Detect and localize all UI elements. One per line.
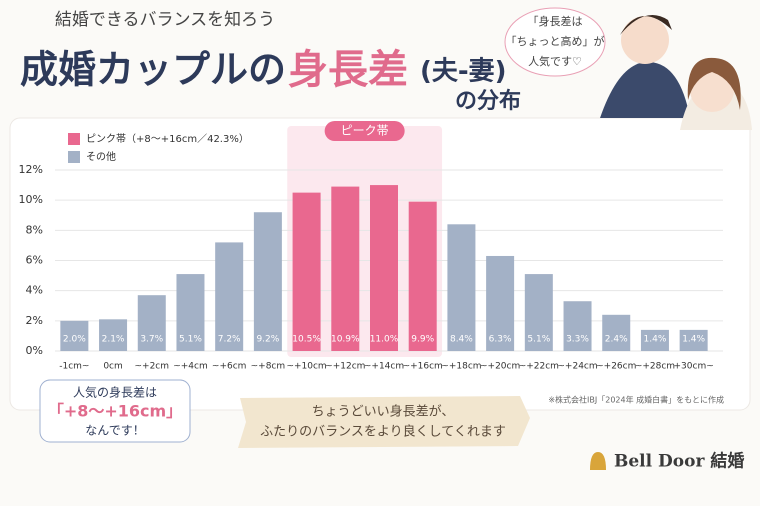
bar: [99, 319, 128, 351]
y-tick-label: 0%: [26, 344, 43, 357]
x-tick-label: ~+24cm: [557, 362, 597, 372]
y-tick-label: 2%: [26, 314, 43, 327]
callout-line: 人気の身長差は: [73, 385, 157, 400]
logo-text: Bell Door 結婚: [614, 451, 744, 472]
title-end: の分布: [455, 88, 521, 114]
x-tick-label: ~+12cm: [325, 362, 365, 372]
callout-box: [39, 379, 191, 443]
banner-line: ふたりのバランスをより良くしてくれます: [260, 424, 506, 440]
value-label: 5.1%: [179, 335, 202, 345]
peak-band: [287, 126, 443, 357]
x-tick-label: ~+6cm: [212, 362, 247, 372]
bar: [215, 242, 244, 351]
title: 成婚カップルの: [20, 48, 286, 92]
callout-accent: 「+8〜+16cm」: [48, 402, 182, 421]
bar: [176, 274, 205, 351]
peak-label: ピーク帯: [341, 124, 389, 138]
x-tick-label: +30cm~: [674, 362, 714, 372]
value-label: 2.0%: [63, 335, 86, 345]
man-suit: [600, 61, 690, 118]
value-label: 8.4%: [450, 335, 473, 345]
woman-face: [690, 68, 734, 112]
value-label: 10.5%: [292, 335, 321, 345]
legend-swatch: [68, 133, 80, 145]
x-tick-label: ~+10cm: [286, 362, 326, 372]
couple-illustration: [600, 15, 752, 130]
bar: [640, 329, 669, 351]
speech-bubble: 「身長差は 「ちょっと高め」が 人気です♡: [504, 7, 606, 77]
source: ※株式会社IBJ「2024年 成婚白書」をもとに作成: [548, 395, 724, 405]
x-tick-label: ~+16cm: [403, 362, 443, 372]
value-label: 9.9%: [411, 335, 434, 345]
bubble-line: 「ちょっと高め」が: [506, 34, 605, 48]
x-tick-label: ~+28cm: [635, 362, 675, 372]
callout-line: なんです！: [85, 424, 144, 438]
x-tick-label: ~+26cm: [596, 362, 636, 372]
man-hair: [620, 15, 672, 35]
x-tick-label: ~+4cm: [173, 362, 208, 372]
bar: [370, 185, 398, 351]
value-label: 2.1%: [102, 335, 125, 345]
bar: [524, 274, 553, 351]
title-paren: (夫-妻): [420, 57, 507, 87]
bar: [486, 255, 515, 351]
x-tick-label: ~+22cm: [519, 362, 559, 372]
value-label: 9.2%: [256, 335, 279, 345]
bar: [408, 201, 437, 351]
bar: [447, 224, 476, 351]
legend-label: その他: [86, 150, 116, 163]
value-label: 2.4%: [605, 335, 628, 345]
x-tick-label: ~+18cm: [441, 362, 481, 372]
header: 結婚できるバランスを知ろう 成婚カップルの 身長差 (夫-妻) の分布: [20, 10, 521, 114]
bar: [563, 301, 592, 351]
bar-chart: ピーク帯 0% 2% 4% 6% 8% 10% 12% ピンク帯（+8〜+16cm／42.3%）…: [19, 121, 723, 372]
bar: [331, 186, 360, 351]
bar: [679, 329, 708, 351]
bubble-line: 「身長差は: [528, 14, 583, 28]
value-label: 6.3%: [489, 335, 512, 345]
bar: [602, 314, 631, 351]
value-label: 10.9%: [331, 335, 360, 345]
value-label: 5.1%: [527, 335, 550, 345]
bar: [60, 320, 89, 351]
y-tick-label: 6%: [26, 254, 43, 267]
subtitle: 結婚できるバランスを知ろう: [55, 10, 275, 30]
value-label: 7.2%: [218, 335, 241, 345]
logo: Bell Door 結婚: [590, 451, 744, 472]
bar: [253, 212, 282, 351]
banner: ちょうどいい身長差が、 ふたりのバランスをより良くしてくれます: [238, 396, 530, 448]
legend-swatch: [68, 151, 80, 163]
x-tick-label: ~+8cm: [251, 362, 286, 372]
peak-label-pill: [324, 121, 405, 141]
woman-hair: [687, 57, 741, 110]
value-label: 11.0%: [370, 335, 399, 345]
bubble-line: 人気です♡: [528, 54, 582, 68]
title-accent: 身長差: [288, 47, 408, 93]
y-tick-label: 8%: [26, 223, 43, 236]
x-tick-label: ~+14cm: [364, 362, 404, 372]
callout: 人気の身長差は 「+8〜+16cm」 なんです！: [39, 379, 191, 443]
man-face: [621, 16, 669, 64]
banner-shape: [238, 396, 530, 448]
value-label: 1.4%: [644, 335, 667, 345]
y-tick-label: 12%: [19, 163, 43, 176]
y-tick-label: 10%: [19, 193, 43, 206]
value-label: 1.4%: [682, 335, 705, 345]
x-tick-label: -1cm~: [59, 362, 89, 372]
bar: [137, 295, 166, 351]
legend-label: ピンク帯（+8〜+16cm／42.3%）: [86, 132, 249, 145]
bar: [292, 192, 321, 351]
x-tick-label: 0cm: [103, 362, 122, 372]
value-label: 3.3%: [566, 335, 589, 345]
value-label: 3.7%: [140, 335, 163, 345]
banner-line: ちょうどいい身長差が、: [312, 404, 455, 420]
x-tick-label: ~+2cm: [134, 362, 169, 372]
bell-icon: [590, 452, 606, 470]
y-tick-label: 4%: [26, 284, 43, 297]
x-tick-label: ~+20cm: [480, 362, 520, 372]
bubble-shape: [504, 7, 606, 77]
